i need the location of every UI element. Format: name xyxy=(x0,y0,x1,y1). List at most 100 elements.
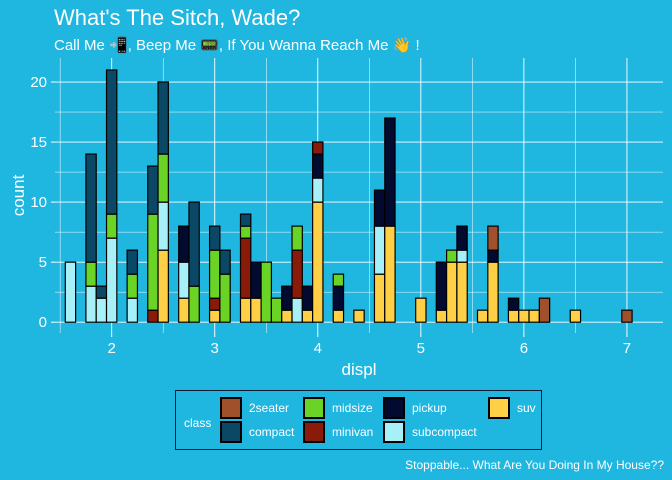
legend-item-compact: compact xyxy=(220,421,340,443)
bar-compact xyxy=(147,165,159,215)
bar-suv xyxy=(312,201,324,323)
bar-subcompact xyxy=(373,225,386,275)
y-axis-label: count xyxy=(9,174,28,216)
bar-pickup xyxy=(507,297,520,311)
bar-pickup xyxy=(332,285,345,311)
bar-pickup xyxy=(384,117,396,227)
legend-key-pickup xyxy=(383,397,405,419)
bar-subcompact xyxy=(157,201,169,251)
bar-suv xyxy=(239,297,252,323)
legend-item-2seater: 2seater xyxy=(220,397,340,419)
bar-compact xyxy=(208,225,221,251)
bar-midsize xyxy=(332,273,345,287)
bar-minivan xyxy=(208,297,221,311)
legend-label-2seater: 2seater xyxy=(249,401,290,415)
bar-compact xyxy=(105,69,118,215)
y-tick-label: 0 xyxy=(39,314,47,331)
bar-subcompact xyxy=(85,285,97,323)
bars-layer xyxy=(64,69,633,323)
bar-midsize xyxy=(85,261,97,287)
legend-label-pickup: pickup xyxy=(412,401,447,415)
bar-subcompact xyxy=(291,297,303,323)
bar-suv xyxy=(250,297,262,323)
y-tick-label: 20 xyxy=(30,74,47,91)
bar-subcompact xyxy=(105,237,118,323)
x-tick-label: 6 xyxy=(520,340,528,357)
bar-suv xyxy=(528,309,540,323)
bar-2seater xyxy=(487,225,499,251)
chart-subtitle: Call Me 📲, Beep Me 📟, If You Wanna Reach… xyxy=(54,37,420,54)
bar-compact xyxy=(188,201,200,287)
chart-caption: Stoppable... What Are You Doing In My Ho… xyxy=(405,458,664,472)
bar-suv xyxy=(353,309,365,323)
legend-label-midsize: midsize xyxy=(332,401,373,415)
legend-item-pickup: pickup xyxy=(383,397,503,419)
bar-midsize xyxy=(219,273,231,323)
bar-suv xyxy=(456,261,468,323)
legend-key-compact xyxy=(220,421,242,443)
legend-label-subcompact: subcompact xyxy=(412,425,477,439)
legend-key-minivan xyxy=(303,421,325,443)
y-tick-label: 10 xyxy=(30,194,47,211)
bar-compact xyxy=(219,249,231,275)
legend-key-midsize xyxy=(303,397,325,419)
bar-pickup xyxy=(435,261,448,311)
bar-subcompact xyxy=(126,297,139,323)
bar-subcompact xyxy=(312,177,324,203)
legend-item-minivan: minivan xyxy=(303,421,423,443)
bar-suv xyxy=(332,309,345,323)
bar-suv xyxy=(373,273,386,323)
bar-suv xyxy=(384,225,396,323)
legend-key-subcompact xyxy=(383,421,405,443)
bar-midsize xyxy=(157,153,169,203)
axes-layer: 0 5 10 15 20 2 3 4 5 6 7 displ count xyxy=(9,74,631,379)
bar-2seater xyxy=(621,309,633,323)
bar-compact xyxy=(126,249,139,275)
legend-item-subcompact: subcompact xyxy=(383,421,503,443)
bar-suv xyxy=(281,309,293,323)
legend-key-2seater xyxy=(220,397,242,419)
bar-subcompact xyxy=(64,261,77,323)
bar-midsize xyxy=(147,213,159,311)
legend-label-suv: suv xyxy=(517,401,536,415)
legend: class 2seater compact midsize minivan pi… xyxy=(175,390,542,450)
legend-item-midsize: midsize xyxy=(303,397,423,419)
legend-key-suv xyxy=(488,397,510,419)
x-tick-label: 3 xyxy=(211,340,219,357)
bar-midsize xyxy=(260,261,273,323)
bar-pickup xyxy=(312,153,324,179)
bar-midsize xyxy=(188,285,200,323)
legend-label-minivan: minivan xyxy=(332,425,374,439)
x-tick-label: 4 xyxy=(314,340,322,357)
bar-suv xyxy=(518,309,530,323)
bar-compact xyxy=(95,285,108,299)
x-tick-label: 5 xyxy=(417,340,425,357)
bar-pickup xyxy=(178,225,190,263)
legend-item-suv: suv xyxy=(488,397,608,419)
bar-subcompact xyxy=(95,297,108,323)
bar-compact xyxy=(239,213,252,227)
chart-title: What's The Sitch, Wade? xyxy=(54,5,301,30)
legend-label-compact: compact xyxy=(249,425,295,439)
bar-suv xyxy=(435,309,448,323)
bar-suv xyxy=(208,309,221,323)
bar-pickup xyxy=(487,249,499,263)
bar-2seater xyxy=(538,297,551,323)
grid-layer xyxy=(55,58,663,333)
legend-title: class xyxy=(184,416,212,430)
bar-suv xyxy=(569,309,582,323)
bar-pickup xyxy=(301,285,314,311)
bar-midsize xyxy=(105,213,118,239)
bar-compact xyxy=(85,153,97,263)
bar-midsize xyxy=(270,297,283,323)
bar-midsize xyxy=(208,249,221,299)
bar-subcompact xyxy=(178,261,190,299)
bar-minivan xyxy=(239,237,252,299)
bar-suv xyxy=(415,297,427,323)
bar-minivan xyxy=(147,309,159,323)
bar-suv xyxy=(157,249,169,323)
bar-pickup xyxy=(373,189,386,227)
bar-minivan xyxy=(312,141,324,155)
bar-pickup xyxy=(250,261,262,299)
